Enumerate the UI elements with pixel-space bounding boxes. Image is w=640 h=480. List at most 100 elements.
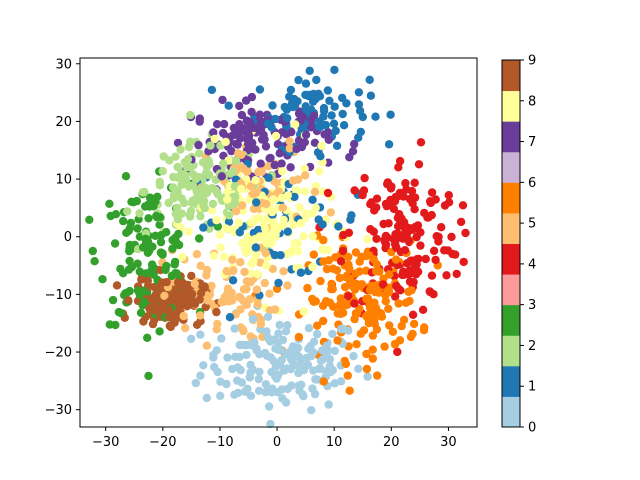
scatter-point xyxy=(318,245,327,254)
scatter-point xyxy=(140,297,149,307)
scatter-point xyxy=(112,281,122,290)
scatter-point xyxy=(253,270,262,279)
scatter-point xyxy=(456,217,466,227)
scatter-point xyxy=(418,305,428,314)
scatter-point xyxy=(331,126,340,136)
scatter-point xyxy=(275,320,284,330)
scatter-point xyxy=(303,283,312,293)
scatter-point xyxy=(229,266,238,275)
scatter-point xyxy=(307,406,316,415)
scatter-point xyxy=(119,216,128,226)
scatter-point xyxy=(314,89,323,99)
scatter-point xyxy=(311,203,320,213)
scatter-point xyxy=(309,337,319,346)
scatter-point xyxy=(364,317,374,326)
scatter-point xyxy=(176,145,185,154)
scatter-point xyxy=(310,138,320,147)
scatter-point xyxy=(431,255,440,265)
scatter-point xyxy=(116,264,125,274)
scatter-point xyxy=(458,201,468,210)
y-tick-label: −10 xyxy=(45,288,72,303)
scatter-point xyxy=(300,171,310,180)
scatter-point xyxy=(169,190,179,200)
scatter-point xyxy=(150,282,159,292)
scatter-point xyxy=(246,182,256,191)
scatter-point xyxy=(255,367,264,376)
scatter-point xyxy=(257,167,266,176)
scatter-point xyxy=(136,308,146,317)
scatter-point xyxy=(254,225,263,235)
scatter-point xyxy=(348,147,358,156)
scatter-point xyxy=(127,197,136,206)
scatter-point xyxy=(345,274,355,284)
scatter-point xyxy=(221,224,231,233)
colorbar-tick-label: 4 xyxy=(528,257,536,272)
scatter-point xyxy=(240,246,250,255)
scatter-point xyxy=(286,163,295,172)
scatter-point xyxy=(254,374,263,384)
scatter-point xyxy=(396,217,406,226)
y-tick-label: −30 xyxy=(45,403,72,418)
scatter-point xyxy=(165,321,174,331)
scatter-point xyxy=(412,232,421,242)
scatter-point xyxy=(219,119,229,129)
scatter-point xyxy=(294,109,304,118)
scatter-point xyxy=(251,176,260,185)
scatter-point xyxy=(330,65,339,75)
scatter-point xyxy=(409,319,419,329)
colorbar-segment xyxy=(502,121,520,153)
scatter-point xyxy=(203,296,212,305)
scatter-point xyxy=(391,292,400,301)
scatter-point xyxy=(263,119,273,128)
scatter-point xyxy=(110,239,120,248)
scatter-point xyxy=(192,250,202,259)
scatter-point xyxy=(287,248,296,257)
scatter-point xyxy=(202,265,212,275)
scatter-point xyxy=(264,173,273,182)
scatter-point xyxy=(442,271,451,280)
scatter-point xyxy=(158,250,167,259)
scatter-point xyxy=(384,219,393,228)
scatter-point xyxy=(319,377,328,386)
scatter-point xyxy=(143,248,153,257)
scatter-point xyxy=(308,262,317,272)
scatter-point xyxy=(191,174,201,184)
scatter-point xyxy=(354,88,364,97)
scatter-point xyxy=(212,307,221,317)
scatter-point xyxy=(266,153,275,163)
scatter-point xyxy=(325,96,334,106)
scatter-point xyxy=(281,398,291,407)
scatter-point xyxy=(381,297,390,306)
scatter-point xyxy=(207,85,217,95)
scatter-point xyxy=(316,356,326,366)
scatter-point xyxy=(179,311,188,321)
scatter-point xyxy=(256,319,266,329)
scatter-point xyxy=(324,256,334,265)
scatter-point xyxy=(354,133,363,142)
scatter-point xyxy=(143,333,152,342)
scatter-point xyxy=(367,198,376,207)
y-tick-label: −20 xyxy=(45,346,72,361)
scatter-point xyxy=(238,325,248,334)
scatter-point xyxy=(261,224,270,233)
scatter-point xyxy=(218,128,228,138)
scatter-point xyxy=(307,123,316,132)
colorbar-segment xyxy=(502,365,520,397)
scatter-point xyxy=(270,305,280,314)
colorbar-tick-label: 7 xyxy=(528,135,536,150)
scatter-point xyxy=(301,79,311,88)
scatter-point xyxy=(328,329,337,339)
scatter-point xyxy=(359,326,369,335)
y-tick-label: 20 xyxy=(55,115,72,130)
scatter-point xyxy=(255,110,264,119)
y-tick-label: 0 xyxy=(64,230,72,245)
scatter-point xyxy=(325,361,334,370)
scatter-point xyxy=(228,167,237,176)
scatter-point xyxy=(223,289,232,298)
x-tick-label: −20 xyxy=(149,435,176,450)
y-axis: −30 −20 −10 0 10 20 30 xyxy=(45,57,80,418)
colorbar-segment xyxy=(502,212,520,244)
scatter-point xyxy=(186,110,195,120)
scatter-point xyxy=(269,195,278,204)
scatter-point xyxy=(320,130,329,139)
